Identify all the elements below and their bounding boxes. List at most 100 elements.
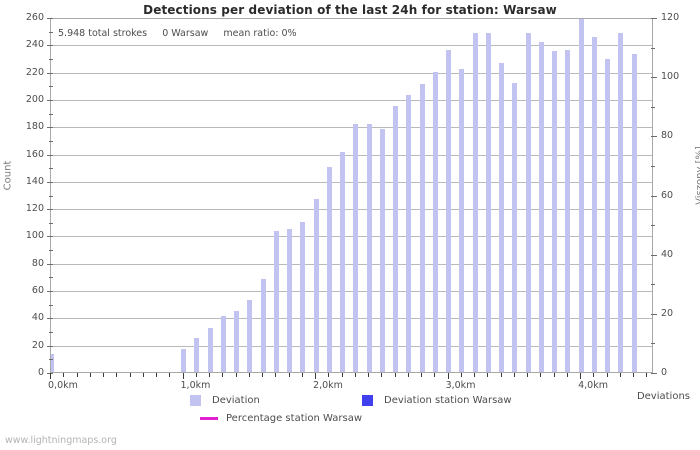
x-axis-tick-minor [341,373,343,377]
y-axis-left-tick [47,209,53,211]
gridline [51,236,652,238]
gridline [51,345,652,347]
y-axis-left-tick-minor [49,359,53,361]
y-axis-right-tick-label: 20 [661,307,674,319]
y-axis-left-tick [47,345,53,347]
x-axis-tick-minor [248,373,250,377]
y-axis-right-tick-label: 80 [661,130,674,142]
x-axis-tick-minor [129,373,131,377]
y-axis-right-tick [651,313,657,315]
gridline [51,72,652,74]
legend-label: Deviation [212,395,260,406]
y-axis-left-tick [47,45,53,47]
bar [260,279,266,372]
x-axis-tick-minor [593,373,595,377]
y-axis-right-tick-minor [651,106,655,108]
y-axis-left-tick-minor [49,222,53,224]
y-axis-left-tick [47,72,53,74]
x-axis-tick-minor [606,373,608,377]
gridline [51,291,652,293]
gridline [51,181,652,183]
x-axis-tick-major [580,373,582,379]
y-axis-right-tick-label: 120 [661,12,680,23]
bar [472,33,478,372]
bar [393,105,399,372]
bar [326,167,332,372]
x-axis-tick-minor [474,373,476,377]
y-axis-left-tick-label: 20 [31,339,44,351]
bar [220,316,226,372]
y-axis-left-tick [47,18,53,19]
y-axis-left-tick-minor [49,332,53,334]
gridline [51,18,652,19]
y-axis-right-tick-minor [651,343,655,345]
y-axis-right-tick-label: 0 [661,367,668,378]
x-axis-tick-minor [328,373,330,377]
y-axis-left-tick [47,263,53,265]
y-axis-left-tick [47,291,53,293]
x-axis-tick-minor [209,373,211,377]
watermark: www.lightningmaps.org [5,435,117,446]
y-axis-right-tick-label: 100 [661,71,680,83]
y-axis-left-tick-label: 240 [25,39,44,51]
x-axis-tick-minor [235,373,237,377]
bar [499,63,505,372]
bar [631,53,637,372]
y-axis-left-tick-label: 160 [25,148,44,160]
y-axis-right-tick-minor [651,47,655,49]
y-axis-left-tick [47,99,53,101]
bar [485,33,491,372]
y-axis-left-tick-minor [49,113,53,115]
y-axis-right-tick [651,136,657,138]
x-axis-tick-minor [619,373,621,377]
y-axis-left-tick [47,181,53,183]
y-axis-left-tick-label: 80 [31,257,44,269]
x-axis-tick-minor [275,373,277,377]
legend-label: Deviation station Warsaw [384,395,512,406]
x-axis-tick-minor [195,373,197,377]
x-axis-tick-minor [421,373,423,377]
bar [181,348,187,372]
bar [234,310,240,372]
bar [552,51,558,372]
y-axis-left-tick [47,127,53,129]
y-axis-left-tick-minor [49,86,53,88]
x-axis-tick-minor [142,373,144,377]
x-axis-tick-label: 4,0km [578,380,608,391]
y-axis-left-tick-label: 100 [25,230,44,242]
x-axis-tick-major [447,373,449,379]
y-axis-left-title: Count [2,160,14,191]
y-axis-left-tick-minor [49,195,53,197]
y-axis-left-tick-label: 220 [25,66,44,78]
x-axis-tick-minor [368,373,370,377]
bar [406,94,412,372]
bar [512,82,518,372]
y-axis-left-tick-minor [49,31,53,33]
bar [578,19,584,372]
y-axis-left-tick [47,318,53,320]
bar [51,354,54,372]
x-axis-tick-label: 0,0km [48,380,78,391]
y-axis-right-tick [651,195,657,197]
legend-label: Percentage station Warsaw [226,413,363,424]
y-axis-left-tick-label: 120 [25,203,44,215]
bar [446,49,452,372]
x-axis-tick-minor [646,373,648,377]
bar [194,337,200,372]
y-axis-right-tick [651,77,657,79]
bar [300,221,306,372]
x-axis-tick-minor [381,373,383,377]
x-axis-tick-major [182,373,184,379]
chart-title: Detections per deviation of the last 24h… [143,3,557,17]
x-axis-tick-minor [89,373,91,377]
bar [247,299,253,372]
y-axis-left-tick-label: 60 [31,285,44,297]
gridline [51,45,652,47]
x-axis-tick-minor [513,373,515,377]
x-axis-tick-minor [434,373,436,377]
bar [591,37,597,372]
y-axis-right-tick-label: 60 [661,189,674,201]
y-axis-right-tick [651,373,657,374]
legend-line-swatch [200,417,218,420]
x-axis-tick-minor [540,373,542,377]
